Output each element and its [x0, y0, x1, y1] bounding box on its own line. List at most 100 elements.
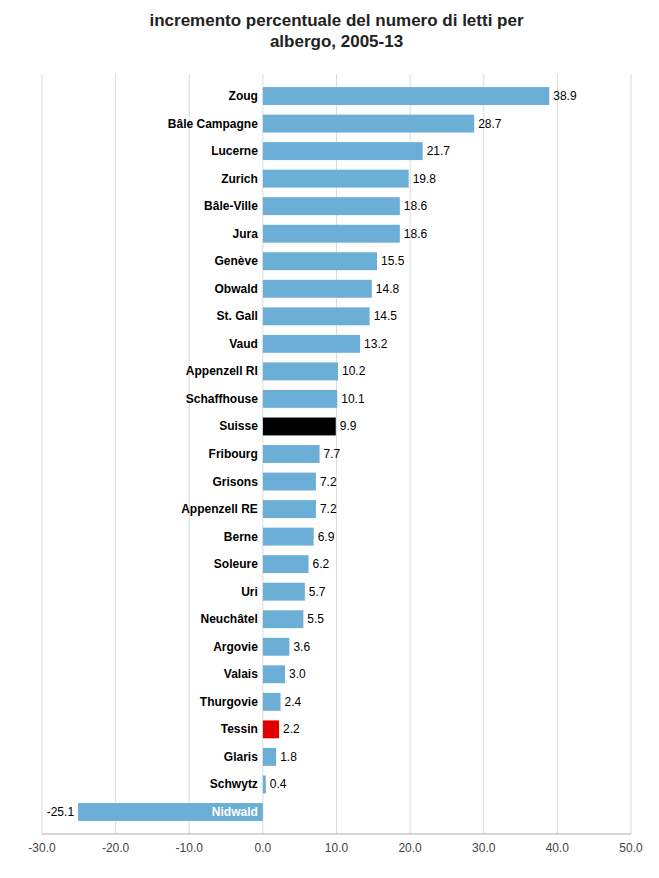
value-label: 21.7	[427, 144, 451, 158]
category-label: Bâle-Ville	[204, 199, 258, 213]
value-label: 10.1	[341, 392, 365, 406]
value-label: 28.7	[478, 117, 502, 131]
tick-label: 10.0	[325, 841, 349, 855]
bar	[263, 693, 281, 711]
tick-label: -20.0	[102, 841, 130, 855]
bar	[263, 638, 290, 656]
tick-label: 50.0	[619, 841, 643, 855]
value-label: 7.2	[320, 502, 337, 516]
category-label: Berne	[224, 530, 258, 544]
value-label: 18.6	[404, 199, 428, 213]
bar	[263, 225, 400, 243]
category-label: Thurgovie	[200, 695, 258, 709]
value-label: 9.9	[340, 419, 357, 433]
grid-line	[115, 74, 116, 834]
tick-label: -10.0	[176, 841, 204, 855]
grid-line	[189, 74, 190, 834]
bar	[263, 115, 474, 133]
bar	[263, 390, 337, 408]
category-label: Soleure	[214, 557, 258, 571]
value-label: 0.4	[270, 777, 287, 791]
tick-label: 0.0	[255, 841, 272, 855]
value-label: 5.5	[307, 612, 324, 626]
bar	[263, 473, 316, 491]
chart: incremento percentuale del numero di let…	[0, 0, 659, 878]
category-label: Jura	[233, 227, 259, 241]
category-label: Argovie	[213, 640, 258, 654]
category-label: St. Gall	[217, 309, 258, 323]
tick-label: 40.0	[546, 841, 570, 855]
bar	[263, 610, 303, 628]
category-labels: Zoug Bâle Campagne Lucerne Zurich Bâle-Ville…	[168, 89, 258, 819]
category-label: Lucerne	[211, 144, 258, 158]
bar	[263, 280, 372, 298]
category-label: Suisse	[219, 419, 258, 433]
bar	[263, 748, 276, 766]
bar	[263, 775, 266, 793]
bar	[263, 528, 314, 546]
value-label: 6.9	[318, 530, 335, 544]
value-label: 3.6	[293, 640, 310, 654]
tick-label: 30.0	[472, 841, 496, 855]
category-label: Vaud	[229, 337, 258, 351]
value-label: 2.4	[285, 695, 302, 709]
grid	[42, 74, 631, 834]
value-label: 13.2	[364, 337, 388, 351]
value-label: 18.6	[404, 227, 428, 241]
bar	[263, 418, 336, 436]
bar	[263, 307, 370, 325]
value-label: 38.9	[553, 89, 577, 103]
category-label: Zurich	[221, 172, 258, 186]
bar	[263, 720, 279, 738]
value-labels: 38.928.721.719.818.618.615.514.814.513.2…	[47, 89, 577, 819]
bar	[263, 500, 316, 518]
category-label: Schaffhouse	[186, 392, 258, 406]
category-label: Grisons	[213, 475, 259, 489]
value-label: 19.8	[413, 172, 437, 186]
x-tick-labels: -30.0 -20.0 -10.0 0.0 10.0 20.0 30.0 40.0 50.0	[28, 841, 643, 855]
grid-line	[42, 74, 43, 834]
bar	[263, 362, 338, 380]
title: incremento percentuale del numero di let…	[149, 11, 523, 51]
title-line: albergo, 2005-13	[270, 32, 403, 51]
category-label: Neuchâtel	[201, 612, 258, 626]
x-axis-line	[42, 834, 631, 835]
bar	[78, 803, 263, 821]
value-label: 7.7	[324, 447, 341, 461]
grid-line	[631, 74, 632, 834]
bars	[78, 87, 549, 821]
bar	[263, 87, 549, 105]
tick-label: -30.0	[28, 841, 56, 855]
category-label: Schwytz	[210, 777, 258, 791]
category-label: Appenzell RE	[181, 502, 258, 516]
value-label: 5.7	[309, 585, 326, 599]
category-label: Obwald	[215, 282, 258, 296]
tick-label: 20.0	[398, 841, 422, 855]
category-label: Tessin	[221, 722, 258, 736]
value-label: 14.8	[376, 282, 400, 296]
value-label: 3.0	[289, 667, 306, 681]
bar	[263, 335, 360, 353]
category-label: Appenzell RI	[186, 364, 258, 378]
category-label: Bâle Campagne	[168, 117, 258, 131]
bar	[263, 142, 423, 160]
bar	[263, 445, 320, 463]
bar	[263, 197, 400, 215]
category-label: Valais	[224, 667, 258, 681]
value-label: 7.2	[320, 475, 337, 489]
category-label: Zoug	[229, 89, 258, 103]
bar	[263, 555, 309, 573]
grid-line	[410, 74, 411, 834]
value-label: 2.2	[283, 722, 300, 736]
grid-line	[557, 74, 558, 834]
value-label: 6.2	[313, 557, 330, 571]
bar	[263, 170, 409, 188]
bar	[263, 665, 285, 683]
category-label: Fribourg	[209, 447, 258, 461]
value-label: -25.1	[47, 805, 75, 819]
category-label: Uri	[241, 585, 258, 599]
page: {"chart_data": { "type": "bar", "orienta…	[0, 0, 659, 878]
value-label: 1.8	[280, 750, 297, 764]
category-label: Genève	[215, 254, 259, 268]
value-label: 14.5	[374, 309, 398, 323]
